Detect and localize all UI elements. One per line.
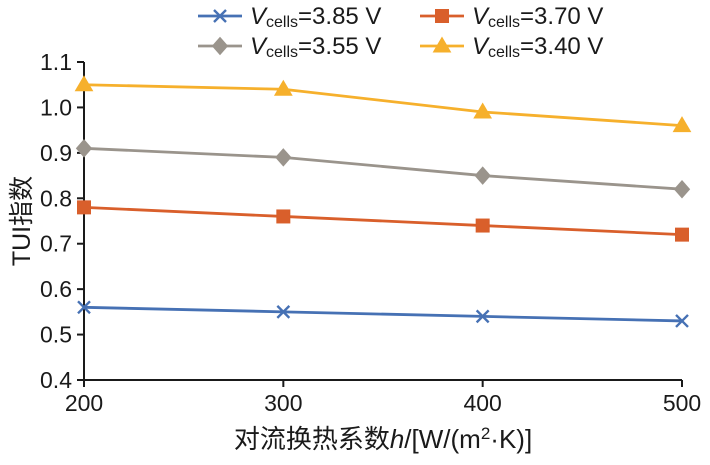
marker-diamond xyxy=(75,139,93,158)
y-tick-label: 1.1 xyxy=(40,49,72,75)
marker-square xyxy=(675,227,689,242)
marker-triangle xyxy=(273,79,293,96)
marker-x xyxy=(475,309,490,324)
series-Vcells=3.70V xyxy=(77,200,689,242)
series-line xyxy=(83,146,683,191)
x-axis-label: 对流换热系数h/[W/(m2·K)] xyxy=(234,424,532,454)
y-tick-label: 0.6 xyxy=(40,276,72,302)
y-tick-label: 0.9 xyxy=(40,140,72,166)
series-Vcells=3.40V xyxy=(74,75,692,133)
y-tick-label: 0.5 xyxy=(40,322,72,348)
marker-triangle xyxy=(432,36,452,53)
marker-x xyxy=(77,300,91,315)
series-line xyxy=(83,83,683,127)
series-line xyxy=(83,305,683,323)
marker-square xyxy=(77,200,91,215)
marker-diamond xyxy=(474,166,491,185)
series-Vcells=3.85V xyxy=(77,300,689,328)
marker-triangle xyxy=(74,75,94,92)
marker-triangle xyxy=(672,116,692,133)
legend-item: Vcells=3.70 V xyxy=(420,3,603,31)
marker-square xyxy=(475,218,490,233)
x-tick-label: 400 xyxy=(463,390,501,416)
y-tick-label: 1.0 xyxy=(40,94,72,120)
marker-diamond xyxy=(275,148,292,167)
legend-item: Vcells=3.40 V xyxy=(420,33,603,61)
legend-item: Vcells=3.55 V xyxy=(198,33,381,61)
marker-x xyxy=(276,305,291,319)
legend-label: Vcells=3.85 V xyxy=(250,3,381,31)
x-tick-label: 200 xyxy=(65,390,103,416)
legend-label: Vcells=3.70 V xyxy=(472,3,603,31)
series-line xyxy=(83,205,683,237)
marker-square xyxy=(276,209,291,224)
legend-label: Vcells=3.40 V xyxy=(472,33,603,61)
legend-item: Vcells=3.85 V xyxy=(198,3,381,31)
y-tick-label: 0.4 xyxy=(40,367,72,393)
marker-x xyxy=(675,314,689,328)
x-tick-label: 300 xyxy=(264,390,302,416)
x-tick-label: 500 xyxy=(663,390,701,416)
legend-label: Vcells=3.55 V xyxy=(250,33,381,61)
marker-x xyxy=(213,9,227,23)
y-axis-label: TUI指数 xyxy=(8,176,36,266)
marker-triangle xyxy=(473,102,493,119)
marker-square xyxy=(435,9,449,23)
y-tick-label: 0.7 xyxy=(40,231,72,257)
series-Vcells=3.55V xyxy=(75,139,691,199)
marker-diamond xyxy=(673,179,691,199)
y-tick-label: 0.8 xyxy=(40,185,72,211)
marker-diamond xyxy=(211,36,229,56)
